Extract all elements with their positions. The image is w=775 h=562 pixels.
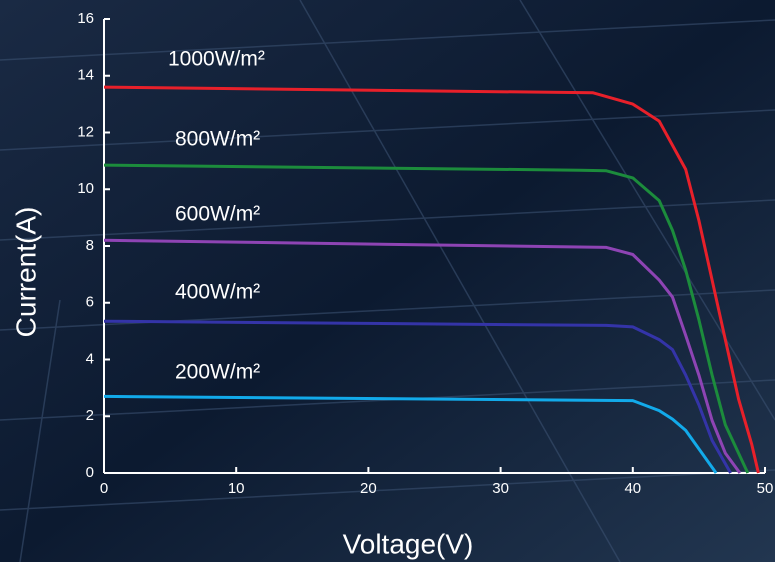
series-label: 1000W/m²	[168, 48, 265, 71]
y-tick-label: 0	[86, 464, 94, 481]
y-axis-title: Current(A)	[10, 207, 41, 338]
x-tick-label: 40	[624, 480, 641, 497]
y-tick-label: 14	[77, 67, 94, 84]
x-tick-label: 30	[492, 480, 509, 497]
y-tick-label: 8	[86, 237, 94, 254]
series-label: 800W/m²	[175, 128, 260, 151]
series-line	[103, 163, 750, 474]
y-tick-label: 10	[77, 180, 94, 197]
x-axis-title: Voltage(V)	[343, 528, 474, 559]
x-tick-label: 10	[228, 480, 245, 497]
series-line	[103, 394, 718, 474]
y-tick-label: 12	[77, 123, 94, 140]
series-label: 600W/m²	[175, 203, 260, 226]
x-tick-label: 50	[757, 480, 774, 497]
series-label: 200W/m²	[175, 361, 260, 384]
y-tick-label: 2	[86, 407, 94, 424]
series-label: 400W/m²	[175, 281, 260, 304]
series-line	[103, 238, 742, 474]
series-line	[103, 85, 760, 474]
series-line	[103, 319, 732, 474]
x-tick-label: 0	[100, 480, 108, 497]
y-tick-label: 16	[77, 10, 94, 27]
y-tick-label: 4	[86, 350, 94, 367]
x-tick-label: 20	[360, 480, 377, 497]
y-tick-label: 6	[86, 294, 94, 311]
